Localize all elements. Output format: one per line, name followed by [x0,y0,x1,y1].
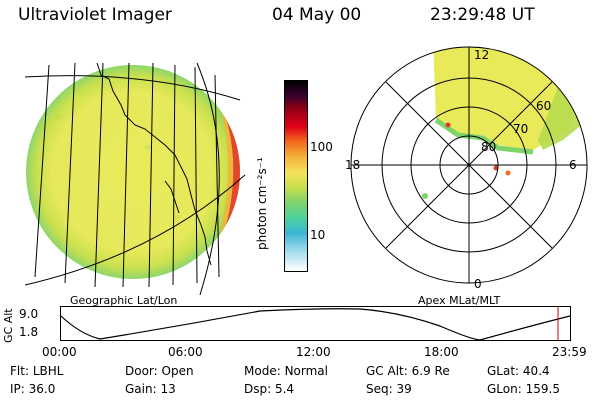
status-mode: Mode: Normal [244,364,328,378]
mlt-spokes [351,47,587,283]
altitude-xtick-0000: 00:00 [42,345,77,359]
isolated-patch [422,193,428,199]
altitude-ytick-9: 9.0 [19,307,39,321]
altitude-xtick-1200: 12:00 [296,345,331,359]
colorbar-tick-10: 10 [310,228,326,242]
earth-disk [26,65,240,279]
altitude-plot-frame [60,306,571,341]
status-gain: Gain: 13 [125,382,176,396]
status-glat: GLat: 40.4 [487,364,550,378]
altitude-plot [60,306,571,341]
status-ip: IP: 36.0 [10,382,56,396]
mlt-label-6: 6 [569,158,577,172]
mlt-label-18: 18 [345,158,360,172]
mlt-label-12: 12 [474,48,489,62]
coastline [96,62,212,266]
status-flt: Flt: LBHL [10,364,64,378]
mlat-label-80: 80 [481,140,496,154]
colorbar-tick-100: 100 [310,140,333,154]
longitude-grid [34,62,220,288]
coastline-island [164,180,180,214]
noise-speckle [55,115,180,250]
altitude-xtick-2359: 23:59 [552,345,587,359]
status-glon: GLon: 159.5 [487,382,560,396]
altitude-curve [60,308,571,341]
mlat-label-70: 70 [513,122,528,136]
altitude-xtick-1800: 18:00 [424,345,459,359]
hotspot [445,122,451,128]
status-gc-alt: GC Alt: 6.9 Re [366,364,450,378]
hotspot [505,170,511,176]
geographic-caption: Geographic Lat/Lon [70,294,178,307]
mlt-label-0: 0 [474,277,482,291]
status-dsp: Dsp: 5.4 [244,382,295,396]
status-seq: Seq: 39 [366,382,412,396]
observation-time: 23:29:48 UT [430,5,535,25]
mlat-label-60: 60 [536,99,551,113]
oval-boundary [434,117,534,155]
polar-caption: Apex MLat/MLT [418,294,501,307]
latitude-grid [25,62,246,295]
polar-plot: 12 6 0 18 60 70 80 [345,46,588,291]
observation-date: 04 May 00 [272,5,362,25]
colorbar [284,80,308,272]
instrument-title: Ultraviolet Imager [18,5,172,25]
colorbar-label: photon cm⁻²s⁻¹ [255,157,269,250]
altitude-ylabel: GC Alt [2,308,15,343]
geographic-image-panel [25,62,246,295]
status-door: Door: Open [125,364,194,378]
altitude-ytick-1.8: 1.8 [19,325,39,339]
altitude-xtick-0600: 06:00 [168,345,203,359]
